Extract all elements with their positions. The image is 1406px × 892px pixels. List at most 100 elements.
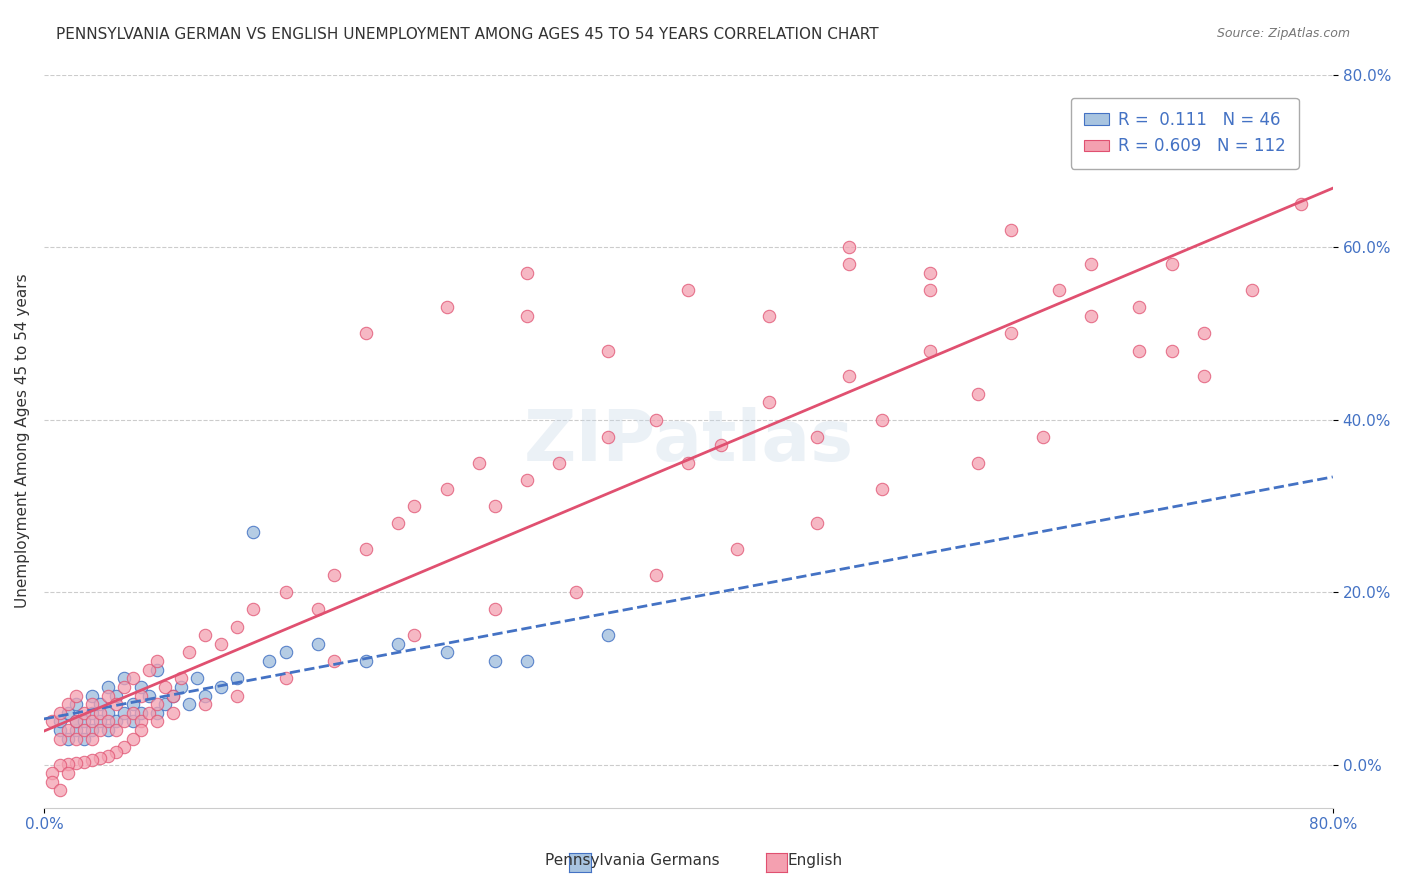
- Point: [194, 697, 217, 711]
- Point: [387, 516, 409, 530]
- Point: [82, 731, 104, 746]
- Point: [838, 240, 860, 254]
- Point: [678, 456, 700, 470]
- Point: [758, 309, 780, 323]
- Point: [73, 755, 96, 769]
- Point: [725, 541, 748, 556]
- Point: [121, 671, 143, 685]
- Point: [56, 723, 79, 737]
- Point: [226, 671, 249, 685]
- Point: [162, 689, 184, 703]
- Point: [114, 680, 136, 694]
- Point: [65, 723, 87, 737]
- Point: [129, 723, 152, 737]
- Point: [41, 766, 63, 780]
- Point: [226, 689, 249, 703]
- Point: [1160, 343, 1182, 358]
- Point: [1289, 197, 1312, 211]
- Point: [49, 714, 72, 729]
- Point: [436, 301, 458, 315]
- Text: ZIPatlas: ZIPatlas: [523, 407, 853, 475]
- Point: [838, 369, 860, 384]
- Point: [105, 745, 128, 759]
- Point: [89, 706, 111, 720]
- Point: [73, 706, 96, 720]
- Point: [138, 706, 160, 720]
- Point: [162, 706, 184, 720]
- Y-axis label: Unemployment Among Ages 45 to 54 years: Unemployment Among Ages 45 to 54 years: [15, 274, 30, 608]
- Point: [678, 283, 700, 297]
- Point: [870, 482, 893, 496]
- Point: [82, 714, 104, 729]
- Point: [105, 714, 128, 729]
- Point: [1160, 257, 1182, 271]
- Point: [918, 266, 941, 280]
- Point: [387, 637, 409, 651]
- Point: [65, 731, 87, 746]
- Point: [1032, 430, 1054, 444]
- Point: [82, 706, 104, 720]
- Point: [129, 714, 152, 729]
- Point: [82, 753, 104, 767]
- Point: [121, 731, 143, 746]
- Point: [89, 697, 111, 711]
- Point: [322, 567, 344, 582]
- Point: [89, 723, 111, 737]
- Point: [89, 750, 111, 764]
- Point: [170, 671, 193, 685]
- Point: [918, 343, 941, 358]
- Point: [806, 516, 828, 530]
- Point: [516, 309, 538, 323]
- Point: [1000, 223, 1022, 237]
- Point: [838, 257, 860, 271]
- Point: [967, 456, 990, 470]
- Point: [484, 499, 506, 513]
- Point: [97, 748, 120, 763]
- Point: [209, 680, 232, 694]
- Point: [1080, 257, 1102, 271]
- Point: [436, 645, 458, 659]
- Point: [1241, 283, 1264, 297]
- Point: [73, 714, 96, 729]
- Point: [354, 541, 377, 556]
- Point: [121, 697, 143, 711]
- Point: [153, 697, 176, 711]
- Point: [41, 714, 63, 729]
- Point: [516, 473, 538, 487]
- Point: [56, 706, 79, 720]
- Point: [97, 723, 120, 737]
- Point: [918, 283, 941, 297]
- Point: [105, 689, 128, 703]
- Point: [967, 386, 990, 401]
- Point: [709, 438, 731, 452]
- Point: [645, 567, 668, 582]
- Point: [65, 697, 87, 711]
- Point: [274, 645, 297, 659]
- Point: [564, 585, 586, 599]
- Point: [516, 266, 538, 280]
- Point: [145, 706, 167, 720]
- Point: [242, 602, 264, 616]
- Point: [153, 680, 176, 694]
- Point: [1192, 326, 1215, 341]
- Point: [194, 628, 217, 642]
- Point: [73, 731, 96, 746]
- Point: [129, 689, 152, 703]
- Point: [186, 671, 208, 685]
- Point: [162, 689, 184, 703]
- Point: [138, 689, 160, 703]
- Point: [82, 689, 104, 703]
- Point: [129, 680, 152, 694]
- Point: [41, 774, 63, 789]
- Point: [758, 395, 780, 409]
- Point: [49, 731, 72, 746]
- Point: [404, 499, 426, 513]
- Point: [82, 697, 104, 711]
- Point: [404, 628, 426, 642]
- Point: [468, 456, 491, 470]
- Point: [89, 714, 111, 729]
- Point: [274, 671, 297, 685]
- Point: [65, 756, 87, 770]
- Point: [170, 680, 193, 694]
- Point: [97, 714, 120, 729]
